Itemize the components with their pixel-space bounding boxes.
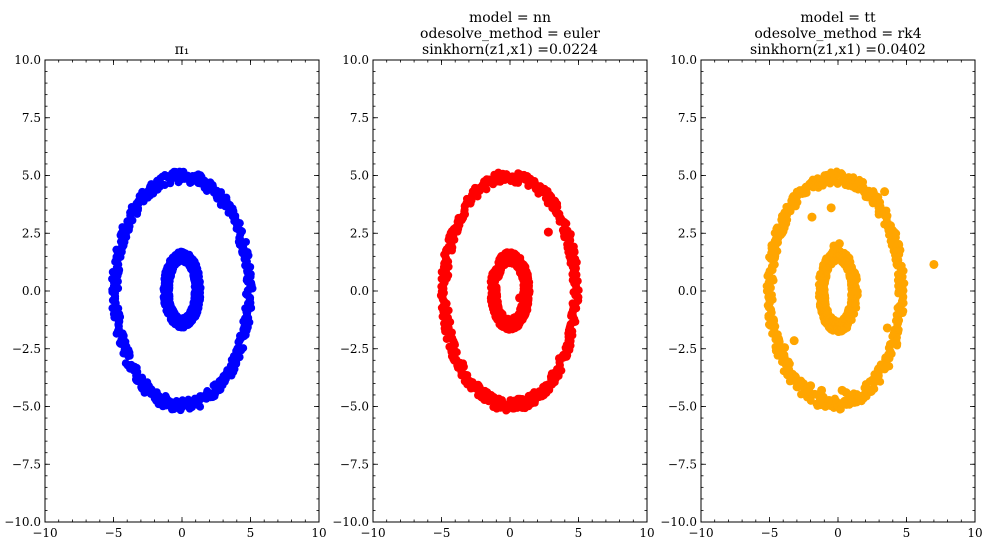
y-tick-label: −10.0 bbox=[4, 515, 41, 529]
y-tick-label: 5.0 bbox=[678, 169, 697, 183]
outlier-point bbox=[807, 212, 817, 222]
outlier-point bbox=[817, 385, 827, 395]
scatter-point bbox=[558, 226, 567, 235]
y-tick-label: −5.0 bbox=[12, 400, 41, 414]
y-tick-label: 5.0 bbox=[350, 169, 369, 183]
y-tick-label: −7.5 bbox=[12, 457, 41, 471]
scatter-point bbox=[447, 328, 456, 337]
y-tick-label: −2.5 bbox=[340, 342, 369, 356]
plot-title: odesolve_method = euler bbox=[420, 26, 600, 42]
scatter-point bbox=[153, 176, 162, 185]
scatter-point bbox=[569, 288, 578, 297]
subplot-pi1: −10 −5 0 5 10 −10.0 −7.5 −5.0 −2.5 0.0 2.5 5.0 7.5 10… bbox=[4, 42, 326, 540]
y-tick-label: −7.5 bbox=[668, 457, 697, 471]
scatter-point bbox=[125, 351, 134, 360]
scatter-point bbox=[541, 194, 550, 203]
tick-marks bbox=[372, 59, 648, 523]
outlier-point bbox=[841, 388, 851, 398]
y-tick-label: 2.5 bbox=[22, 226, 41, 240]
outlier-point bbox=[880, 187, 890, 197]
scatter-point bbox=[870, 384, 879, 393]
outlier-point bbox=[881, 362, 891, 372]
y-tick-label: −2.5 bbox=[12, 342, 41, 356]
y-tick-label: 2.5 bbox=[678, 226, 697, 240]
outlier-point bbox=[834, 239, 844, 249]
x-tick-label: 5 bbox=[575, 526, 583, 540]
y-tick-label: −5.0 bbox=[340, 400, 369, 414]
scatter-point bbox=[452, 348, 461, 357]
y-tick-label: 7.5 bbox=[22, 111, 41, 125]
y-tick-label: 2.5 bbox=[350, 226, 369, 240]
plot-title: sinkhorn(z1,x1) =0.0224 bbox=[422, 42, 598, 58]
x-tick-label: −10 bbox=[688, 526, 713, 540]
y-tick-label: −10.0 bbox=[332, 515, 369, 529]
outlier-point bbox=[543, 227, 553, 237]
scatter-points bbox=[108, 167, 257, 415]
x-tick-label: −10 bbox=[360, 526, 385, 540]
y-tick-label: 5.0 bbox=[22, 169, 41, 183]
axes-frame bbox=[44, 59, 320, 523]
x-tick-label: −5 bbox=[761, 526, 779, 540]
tick-marks bbox=[700, 59, 976, 523]
x-tick-label: −10 bbox=[32, 526, 57, 540]
y-tick-label: 0.0 bbox=[350, 284, 369, 298]
subplot-nn-euler: −10 −5 0 5 10 −10.0 −7.5 −5.0 −2.5 0.0 2.5 5.0 7.5 10… bbox=[332, 10, 654, 540]
y-tick-label: 0.0 bbox=[22, 284, 41, 298]
axes-frame bbox=[372, 59, 648, 523]
plot-title: sinkhorn(z1,x1) =0.0402 bbox=[750, 42, 926, 58]
y-tick-label: 7.5 bbox=[678, 111, 697, 125]
y-tick-label: 10.0 bbox=[670, 53, 697, 67]
scatter-point bbox=[196, 402, 205, 411]
outlier-point bbox=[826, 203, 836, 213]
scatter-point bbox=[195, 286, 204, 295]
y-tick-label: −2.5 bbox=[668, 342, 697, 356]
scatter-point bbox=[450, 340, 459, 349]
x-tick-label: 5 bbox=[903, 526, 911, 540]
y-tick-label: 0.0 bbox=[678, 284, 697, 298]
scatter-points bbox=[762, 167, 939, 414]
x-tick-label: 10 bbox=[639, 526, 654, 540]
axes-frame bbox=[700, 59, 976, 523]
y-tick-label: −5.0 bbox=[668, 400, 697, 414]
x-tick-label: 5 bbox=[247, 526, 255, 540]
x-tick-label: 10 bbox=[311, 526, 326, 540]
plot-title: model = tt bbox=[800, 10, 876, 26]
scatter-point bbox=[239, 344, 248, 353]
x-tick-label: −5 bbox=[433, 526, 451, 540]
x-tick-label: 10 bbox=[967, 526, 982, 540]
plot-title: π₁ bbox=[175, 42, 190, 58]
scatter-point bbox=[853, 287, 862, 296]
x-tick-label: 0 bbox=[506, 526, 514, 540]
plot-title: model = nn bbox=[469, 10, 551, 26]
scatter-point bbox=[224, 208, 233, 217]
scatter-point bbox=[525, 287, 534, 296]
outlier-point bbox=[789, 336, 799, 346]
outlier-point bbox=[515, 293, 525, 303]
outlier-point bbox=[515, 264, 525, 274]
scatter-point bbox=[243, 288, 252, 297]
y-tick-label: 10.0 bbox=[342, 53, 369, 67]
y-tick-label: −7.5 bbox=[340, 457, 369, 471]
x-tick-label: 0 bbox=[834, 526, 842, 540]
x-tick-label: 0 bbox=[178, 526, 186, 540]
subplot-tt-rk4: −10 −5 0 5 10 −10.0 −7.5 −5.0 −2.5 0.0 2.5 5.0 7.5 10… bbox=[660, 10, 982, 540]
outlier-point bbox=[929, 259, 939, 269]
outlier-point bbox=[895, 286, 905, 296]
x-tick-label: −5 bbox=[105, 526, 123, 540]
y-tick-label: −10.0 bbox=[660, 515, 697, 529]
plot-title: odesolve_method = rk4 bbox=[754, 26, 921, 42]
scatter-point bbox=[886, 237, 895, 246]
outlier-point bbox=[780, 343, 790, 353]
outlier-point bbox=[882, 323, 892, 333]
y-tick-label: 10.0 bbox=[14, 53, 41, 67]
tick-marks bbox=[44, 59, 320, 523]
y-tick-label: 7.5 bbox=[350, 111, 369, 125]
outlier-point bbox=[777, 228, 787, 238]
scatter-points bbox=[436, 168, 583, 415]
outlier-point bbox=[806, 381, 816, 391]
